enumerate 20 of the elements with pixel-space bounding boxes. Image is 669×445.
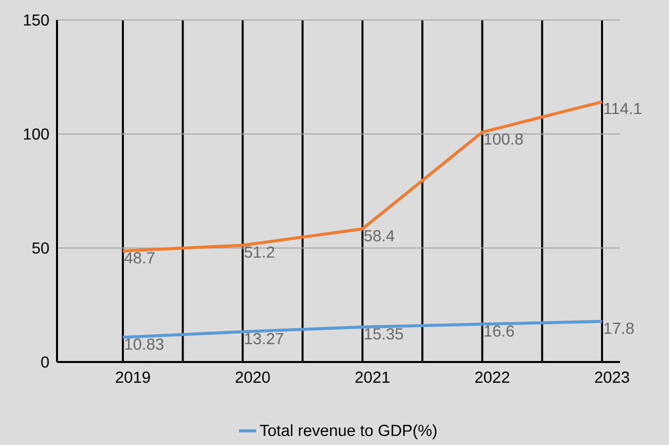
y-tick-label: 150	[24, 14, 49, 26]
y-tick-label: 0	[41, 356, 49, 368]
x-tick-label: 2023	[595, 372, 630, 383]
data-label: 17.8	[604, 322, 634, 334]
data-label: 16.6	[484, 325, 514, 337]
legend-label: Total revenue to GDP(%)	[260, 424, 436, 440]
data-label: 114.1	[604, 103, 642, 114]
x-tick-label: 2020	[236, 372, 270, 383]
data-label: 15.35	[364, 328, 404, 340]
x-tick-label: 2021	[355, 372, 390, 383]
data-label: 58.4	[364, 230, 394, 242]
x-tick-label: 2019	[116, 372, 150, 383]
data-label: 48.7	[124, 252, 154, 264]
y-tick-label: 100	[24, 128, 49, 140]
data-label: 51.2	[244, 246, 274, 258]
y-tick-label: 50	[32, 242, 49, 254]
data-label: 10.83	[125, 338, 164, 350]
data-label: 13.27	[245, 332, 284, 344]
x-tick-label: 2022	[475, 372, 510, 383]
data-label: 100.8	[484, 133, 523, 145]
